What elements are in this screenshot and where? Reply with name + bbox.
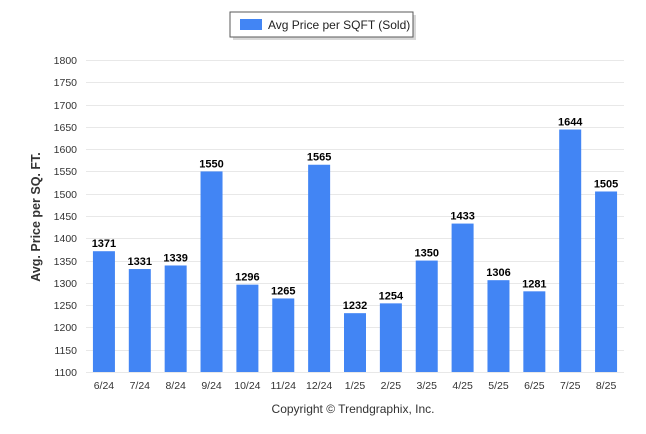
x-tick-label: 8/24 <box>165 380 186 392</box>
x-tick-label: 12/24 <box>306 380 332 392</box>
bar <box>487 280 510 372</box>
data-label: 1281 <box>522 278 546 290</box>
bar <box>272 298 295 372</box>
bar <box>415 260 438 372</box>
x-tick-label: 6/25 <box>524 380 545 392</box>
data-label: 1644 <box>558 117 583 129</box>
y-tick-label: 1150 <box>54 345 77 357</box>
y-tick-label: 1100 <box>54 367 77 379</box>
copyright-text: Copyright © Trendgraphix, Inc. <box>272 402 435 416</box>
y-tick-label: 1600 <box>54 144 78 156</box>
bar <box>308 164 331 372</box>
data-label: 1339 <box>163 252 187 264</box>
x-tick-label: 11/24 <box>271 380 297 392</box>
data-label: 1331 <box>128 256 152 268</box>
legend-label: Avg Price per SQFT (Sold) <box>268 18 410 32</box>
x-tick-label: 8/25 <box>596 380 617 392</box>
bar <box>200 171 223 372</box>
y-tick-label: 1700 <box>54 100 78 112</box>
x-tick-label: 7/24 <box>130 380 151 392</box>
y-tick-label: 1200 <box>54 322 78 334</box>
bar <box>379 303 402 372</box>
legend-swatch <box>240 19 262 30</box>
legend: Avg Price per SQFT (Sold) <box>229 11 416 40</box>
x-tick-label: 2/25 <box>381 380 402 392</box>
y-tick-label: 1650 <box>54 122 78 134</box>
data-label: 1433 <box>450 211 474 223</box>
y-tick-label: 1350 <box>54 256 78 268</box>
data-label: 1296 <box>235 272 259 284</box>
bar <box>164 265 187 372</box>
x-tick-label: 7/25 <box>560 380 581 392</box>
bar <box>128 269 151 372</box>
data-label: 1565 <box>307 152 331 164</box>
data-label: 1505 <box>594 178 618 190</box>
data-label: 1371 <box>92 238 116 250</box>
x-tick-label: 3/25 <box>417 380 438 392</box>
y-tick-label: 1750 <box>54 77 78 89</box>
data-label: 1254 <box>379 290 404 302</box>
bar <box>451 223 474 372</box>
y-axis-label: Avg. Price per SQ. FT. <box>29 152 43 281</box>
bar <box>92 251 115 372</box>
data-label: 1265 <box>271 285 295 297</box>
y-tick-label: 1400 <box>54 233 78 245</box>
y-tick-label: 1300 <box>54 278 78 290</box>
bar <box>344 313 366 372</box>
y-tick-label: 1550 <box>54 166 78 178</box>
y-tick-label: 1500 <box>54 189 78 201</box>
bar <box>559 129 582 372</box>
y-axis-ticks: 1100 1150 1200 1250 1300 1350 1400 1450 1500 1550… <box>54 55 78 379</box>
x-tick-label: 10/24 <box>234 380 260 392</box>
bar <box>595 191 618 372</box>
bar <box>523 291 546 372</box>
y-tick-label: 1250 <box>54 300 78 312</box>
data-label: 1232 <box>343 300 367 312</box>
data-labels: 1371 1331 1339 1550 1296 1265 1565 1232 1254 1350… <box>92 117 619 313</box>
bars <box>92 129 618 372</box>
y-tick-label: 1800 <box>54 55 78 67</box>
x-axis-ticks: 6/24 7/24 8/24 9/24 10/24 11/24 12/24 1/25 2/25 3… <box>94 380 617 392</box>
x-tick-label: 5/25 <box>488 380 509 392</box>
data-label: 1306 <box>486 267 510 279</box>
data-label: 1550 <box>199 158 223 170</box>
bar <box>236 284 259 372</box>
data-label: 1350 <box>414 248 438 260</box>
x-tick-label: 4/25 <box>452 380 473 392</box>
x-tick-label: 6/24 <box>94 380 115 392</box>
y-tick-label: 1450 <box>54 211 78 223</box>
x-tick-label: 1/25 <box>345 380 366 392</box>
x-tick-label: 9/24 <box>201 380 222 392</box>
